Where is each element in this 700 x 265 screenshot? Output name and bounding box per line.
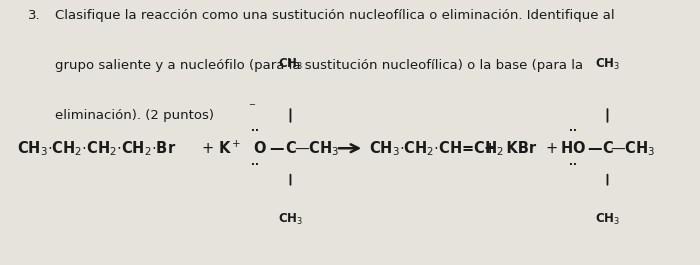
Text: eliminación). (2 puntos): eliminación). (2 puntos): [55, 109, 214, 122]
Text: +  KBr: + KBr: [484, 141, 537, 156]
Text: CH$_3$: CH$_3$: [595, 57, 620, 72]
Text: —: —: [587, 141, 602, 156]
Text: $^-$: $^-$: [247, 101, 257, 114]
Text: C: C: [286, 141, 296, 156]
Text: ··: ··: [569, 160, 577, 170]
Text: +: +: [201, 141, 214, 156]
Text: CH$_3$: CH$_3$: [595, 211, 620, 227]
Text: —CH$_3$: —CH$_3$: [294, 139, 339, 158]
Text: CH$_3$$\cdot$CH$_2$$\cdot$CH=CH$_2$: CH$_3$$\cdot$CH$_2$$\cdot$CH=CH$_2$: [369, 139, 504, 158]
Text: +: +: [545, 141, 557, 156]
Text: ··: ··: [569, 126, 577, 136]
Text: CH$_3$$\cdot$CH$_2$$\cdot$CH$_2$$\cdot$CH$_2$$\cdot$Br: CH$_3$$\cdot$CH$_2$$\cdot$CH$_2$$\cdot$C…: [18, 139, 176, 158]
Text: ··: ··: [251, 126, 258, 136]
Text: C: C: [603, 141, 613, 156]
Text: O: O: [573, 141, 585, 156]
Text: 3.: 3.: [28, 9, 41, 22]
Text: —: —: [270, 141, 284, 156]
Text: CH$_3$: CH$_3$: [278, 211, 303, 227]
Text: ··: ··: [251, 160, 258, 170]
Text: H: H: [561, 141, 573, 156]
Text: —CH$_3$: —CH$_3$: [610, 139, 655, 158]
Text: K$^+$: K$^+$: [218, 140, 242, 157]
Text: Clasifique la reacción como una sustitución nucleofílica o eliminación. Identifi: Clasifique la reacción como una sustituc…: [55, 9, 615, 22]
Text: O: O: [253, 141, 266, 156]
Text: grupo saliente y a nucleófilo (para la sustitución nucleofílica) o la base (para: grupo saliente y a nucleófilo (para la s…: [55, 59, 583, 72]
Text: CH$_3$: CH$_3$: [278, 57, 303, 72]
